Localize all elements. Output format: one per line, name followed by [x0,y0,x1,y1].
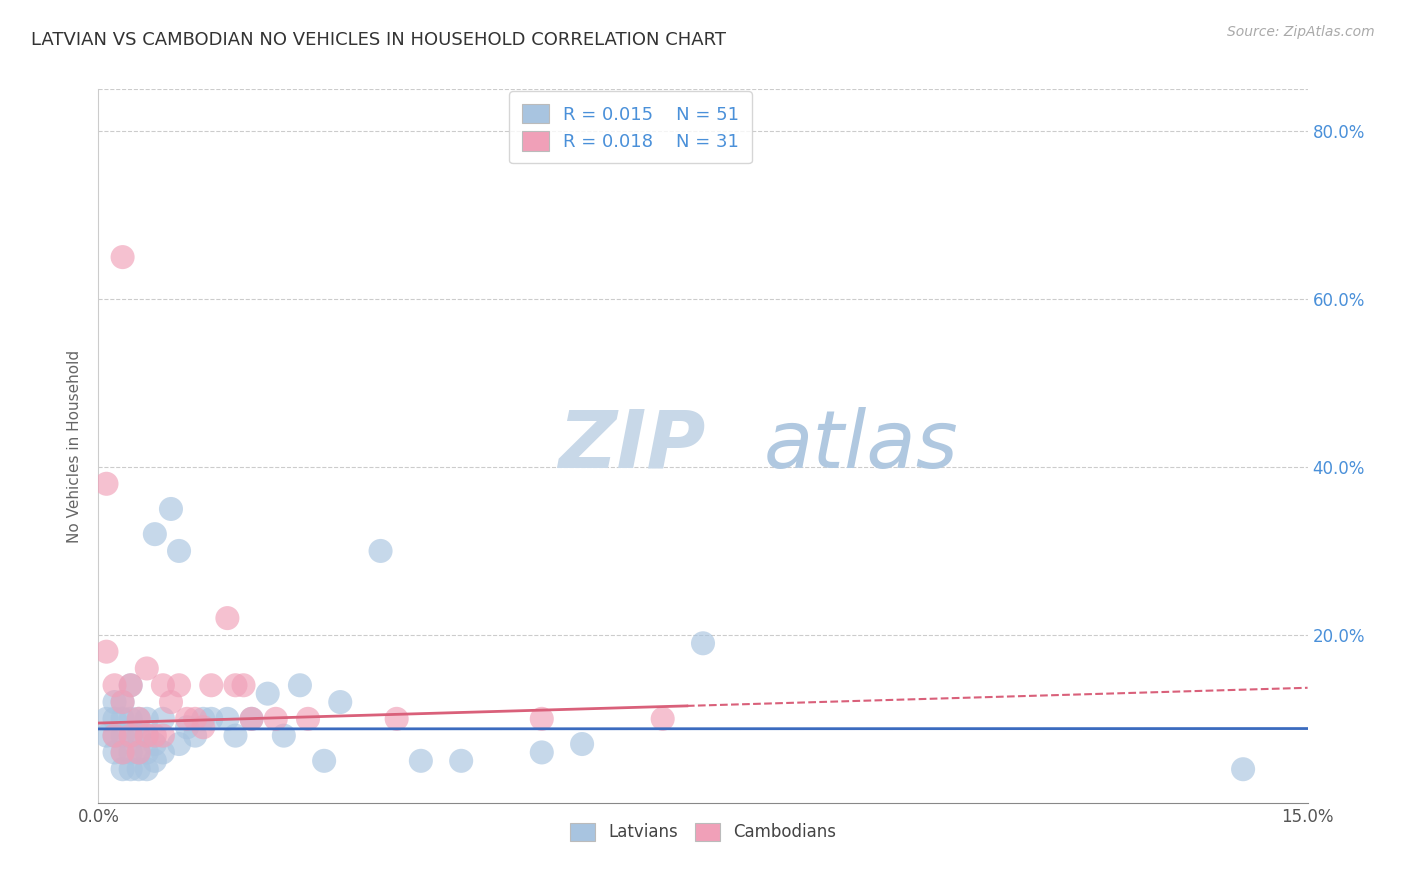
Point [329,695,352,709]
Point [111,695,134,709]
Point [217,712,239,726]
Point [232,678,254,692]
Point [256,687,278,701]
Point [96,476,118,491]
Point [184,729,207,743]
Point [385,712,408,726]
Point [120,678,142,692]
Point [111,250,134,264]
Point [111,695,134,709]
Text: ZIP: ZIP [558,407,706,485]
Point [135,661,157,675]
Point [152,678,174,692]
Point [128,712,150,726]
Point [143,737,166,751]
Point [135,712,157,726]
Point [651,712,673,726]
Point [111,746,134,760]
Point [103,746,125,760]
Point [530,746,553,760]
Point [200,678,222,692]
Point [200,712,222,726]
Point [314,754,336,768]
Point [135,729,157,743]
Point [128,746,150,760]
Point [96,712,118,726]
Point [184,712,207,726]
Point [143,754,166,768]
Text: atlas: atlas [763,407,959,485]
Point [224,729,246,743]
Point [297,712,319,726]
Point [224,678,246,692]
Point [176,720,198,734]
Point [288,678,311,692]
Point [120,729,142,743]
Point [103,678,125,692]
Point [135,746,157,760]
Text: Source: ZipAtlas.com: Source: ZipAtlas.com [1227,25,1375,39]
Point [103,712,125,726]
Point [111,762,134,776]
Point [217,611,239,625]
Text: LATVIAN VS CAMBODIAN NO VEHICLES IN HOUSEHOLD CORRELATION CHART: LATVIAN VS CAMBODIAN NO VEHICLES IN HOUS… [31,31,725,49]
Point [176,712,198,726]
Point [273,729,295,743]
Point [143,527,166,541]
Legend: Latvians, Cambodians: Latvians, Cambodians [564,816,842,848]
Point [120,762,142,776]
Point [152,746,174,760]
Point [193,720,215,734]
Point [370,544,392,558]
Point [111,746,134,760]
Point [160,502,183,516]
Point [152,712,174,726]
Point [143,729,166,743]
Point [450,754,472,768]
Point [128,762,150,776]
Point [103,729,125,743]
Point [152,729,174,743]
Point [167,544,190,558]
Point [193,712,215,726]
Point [409,754,432,768]
Point [128,712,150,726]
Point [167,678,190,692]
Point [128,746,150,760]
Point [135,729,157,743]
Point [103,729,125,743]
Point [128,729,150,743]
Point [167,737,190,751]
Point [240,712,263,726]
Point [264,712,287,726]
Point [1232,762,1254,776]
Point [120,678,142,692]
Point [120,746,142,760]
Point [96,729,118,743]
Point [111,729,134,743]
Y-axis label: No Vehicles in Household: No Vehicles in Household [67,350,83,542]
Point [120,712,142,726]
Point [692,636,714,650]
Point [135,762,157,776]
Point [240,712,263,726]
Point [530,712,553,726]
Point [160,695,183,709]
Point [571,737,593,751]
Point [96,645,118,659]
Point [111,712,134,726]
Point [103,695,125,709]
Point [120,729,142,743]
